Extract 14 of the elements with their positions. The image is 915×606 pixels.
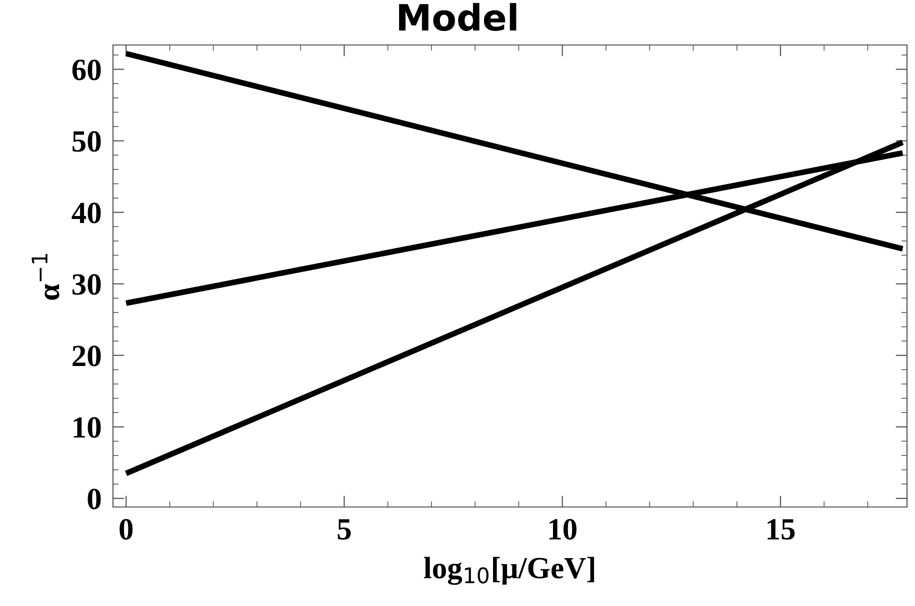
y-tick-label: 30 [72,274,101,295]
y-axis-title: α$^{−1}$ [32,254,60,300]
y-tick-label: 50 [72,131,101,152]
y-tick-label: 40 [72,202,101,224]
x-axis-title: log$_{10}$[μ/GeV] [424,556,594,585]
x-tick-label: 15 [768,519,795,540]
x-tick-label: 5 [338,519,351,540]
x-tick-label: 10 [550,518,576,540]
y-tick-label: 20 [72,346,101,366]
x-tick-label: 0 [120,518,133,540]
chart-title: Model [399,3,516,31]
y-tick-label: 60 [72,60,101,80]
y-tick-label: 0 [88,488,101,510]
y-tick-label: 10 [74,417,101,438]
